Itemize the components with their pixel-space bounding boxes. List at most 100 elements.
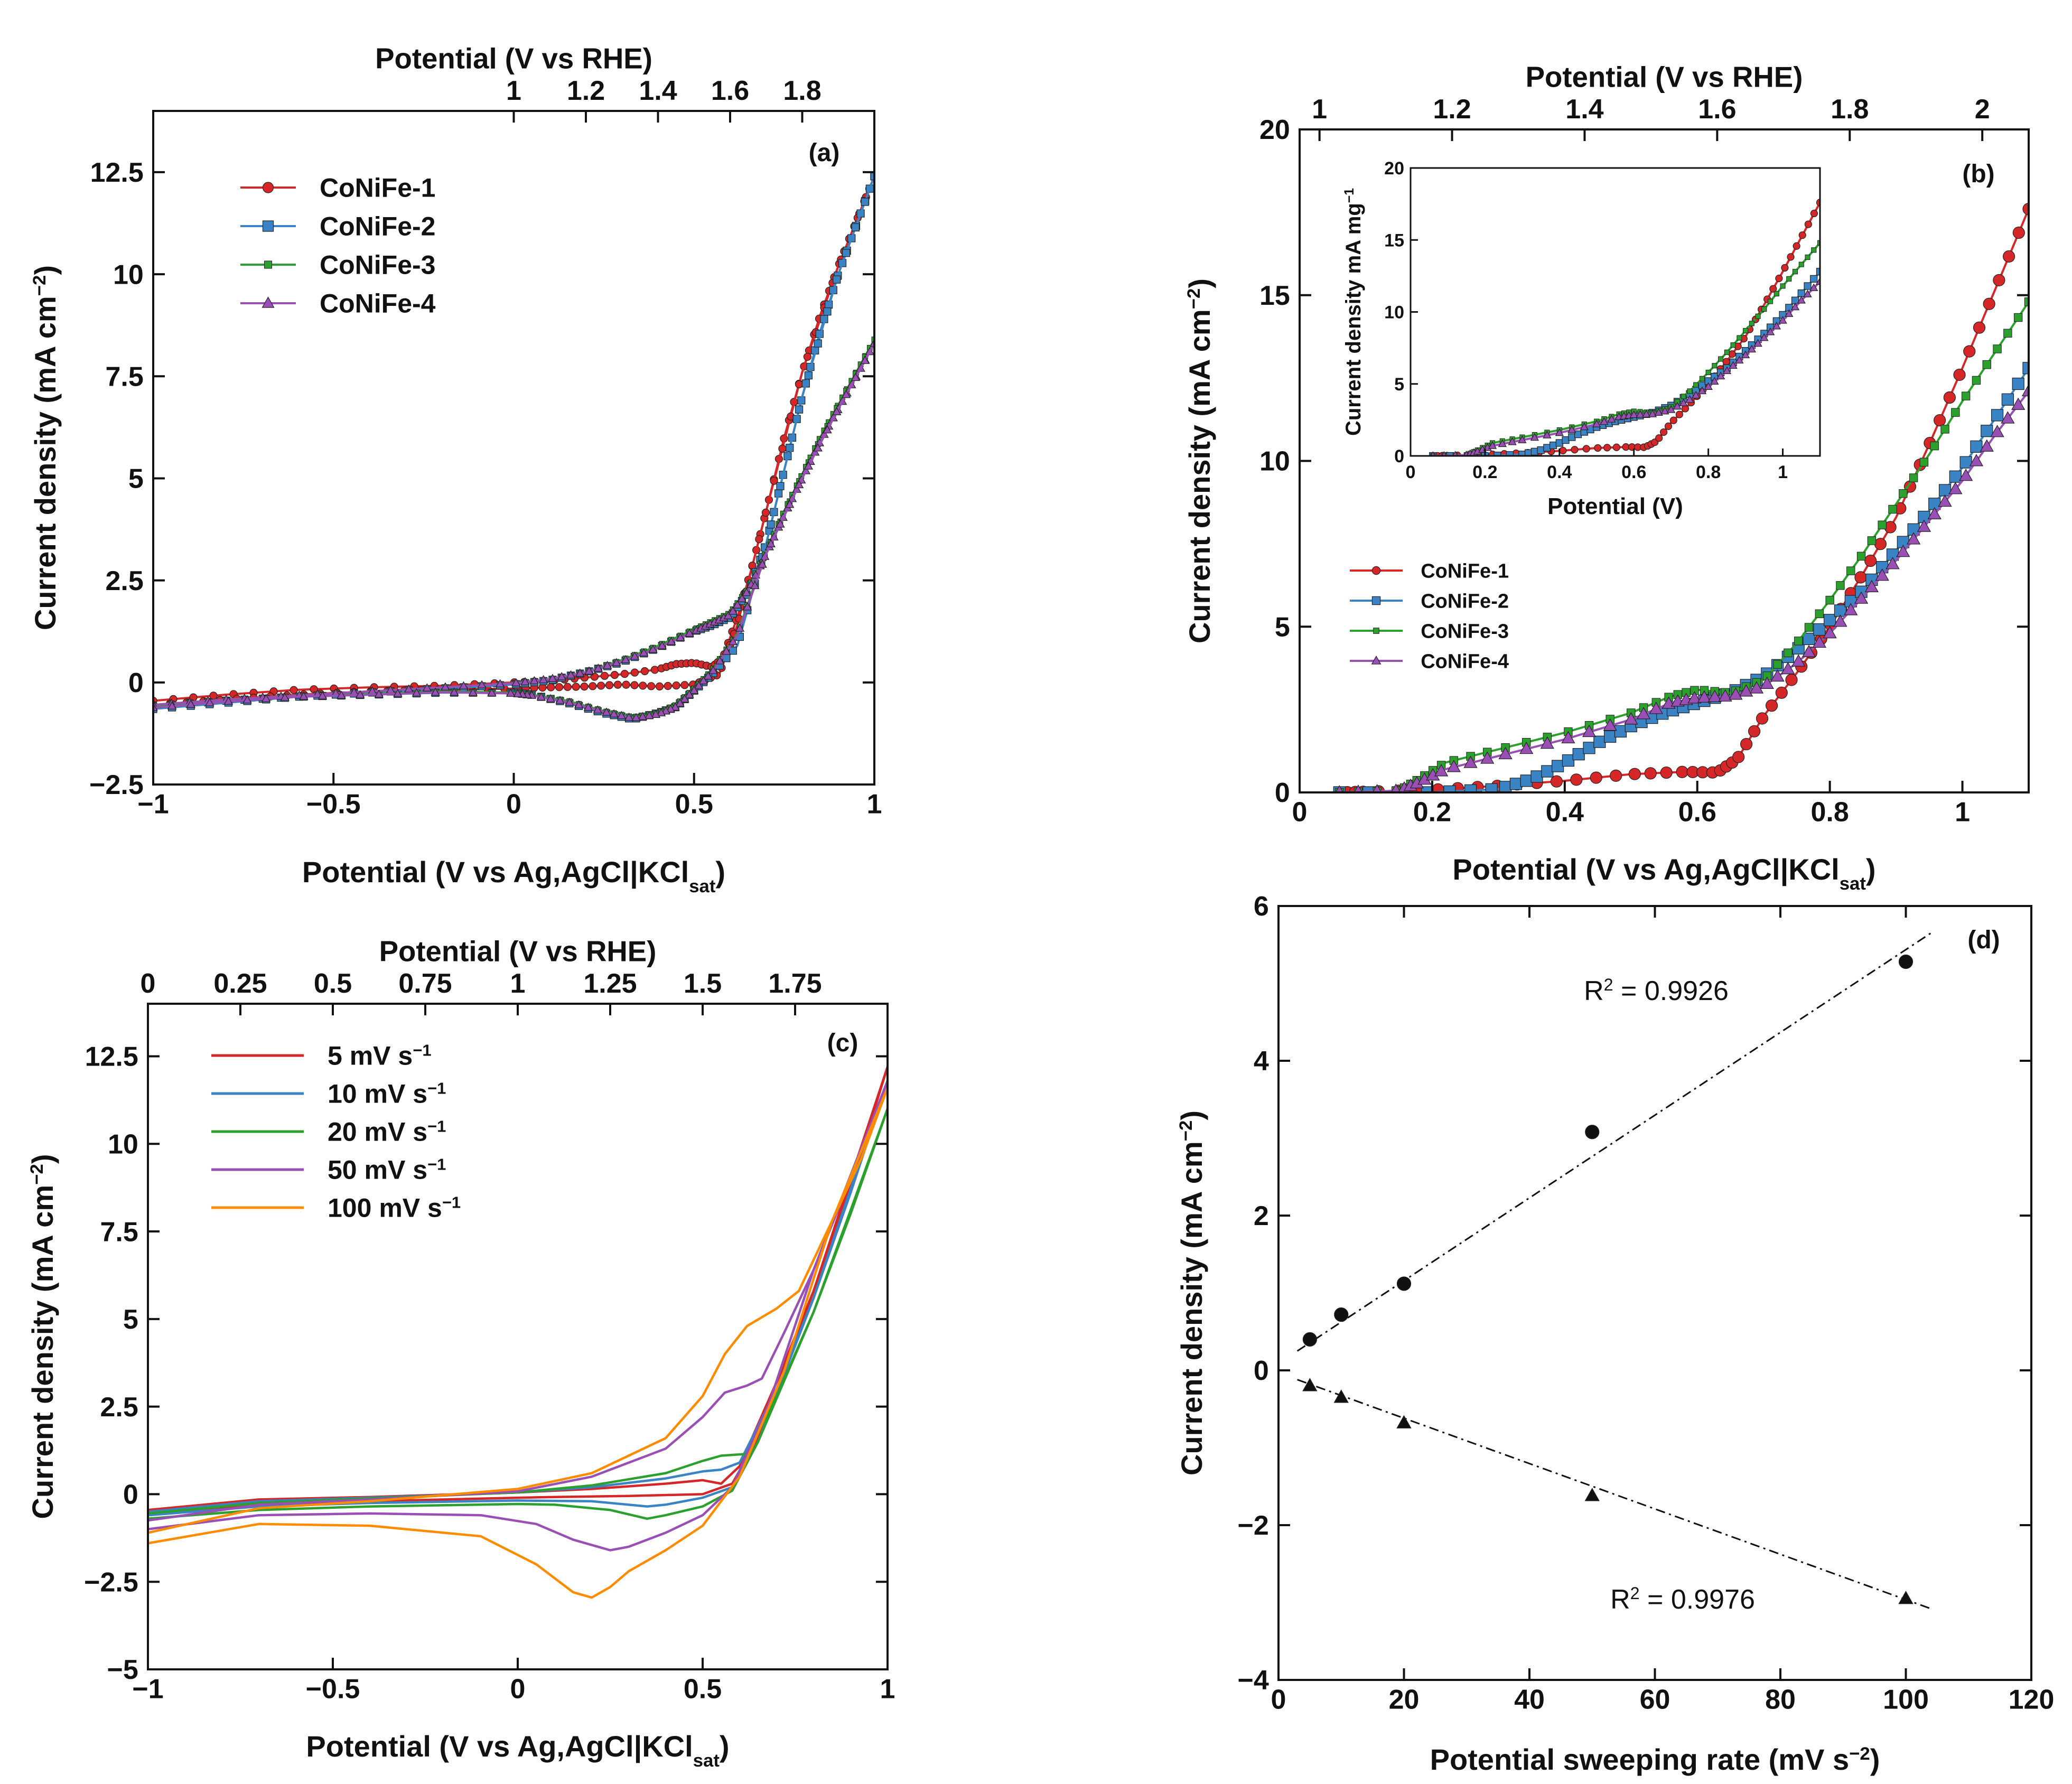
y-tick-label: −2.5 xyxy=(89,770,144,800)
series-CoNiFe-4-forward-marker xyxy=(520,677,530,686)
top-x-tick-label: 1.2 xyxy=(567,76,605,106)
x-tick-label: 0 xyxy=(506,789,521,820)
inset-series-CoNiFe-3-marker xyxy=(1761,306,1767,312)
top-x-tick-label: 1.4 xyxy=(639,76,677,106)
y-tick-label: 10 xyxy=(108,1129,138,1160)
series-CoNiFe-4-marker xyxy=(1687,691,1702,704)
series-CoNiFe-4-reverse-marker xyxy=(624,712,634,721)
series-CoNiFe-2-marker xyxy=(1824,614,1836,627)
inset-series-CoNiFe-1-marker xyxy=(1559,446,1567,455)
series-CoNiFe-4-forward-marker xyxy=(657,641,667,649)
series-CoNiFe-4-marker xyxy=(1969,454,1984,466)
x-axis-title: Potential (V vs Ag,AgCl|KClsat) xyxy=(1452,853,1875,894)
text-part: −2 xyxy=(1176,1120,1196,1142)
series-CoNiFe-1-marker xyxy=(1644,767,1657,780)
series-CoNiFe-4-marker xyxy=(1707,689,1722,702)
inset-series-CoNiFe-3-marker xyxy=(1755,313,1761,319)
series-CoNiFe-4-reverse-marker xyxy=(167,701,177,709)
series-CoNiFe-1-marker xyxy=(1943,391,1956,404)
series-CoNiFe-3-marker xyxy=(1773,660,1782,669)
inset-series-CoNiFe-4-marker xyxy=(1452,451,1458,456)
series-CoNiFe-4-marker xyxy=(1463,755,1478,768)
inset-series-CoNiFe-4-marker xyxy=(1679,398,1688,406)
inset-series-CoNiFe-1-marker xyxy=(1594,444,1602,452)
series-CoNiFe-1-reverse-marker xyxy=(605,681,614,689)
series-CoNiFe-4-reverse-marker xyxy=(617,711,627,720)
series-CoNiFe-4-forward-marker xyxy=(630,651,640,660)
series-CoNiFe-2-marker xyxy=(2001,393,2014,406)
inset-series-CoNiFe-4-marker xyxy=(1722,366,1732,375)
r2-cathodic: R2 = 0.9976 xyxy=(1610,1584,1755,1615)
series-CoNiFe-4-marker xyxy=(1582,724,1597,737)
series-CoNiFe-1-reverse-marker xyxy=(680,681,689,689)
series-CoNiFe-3-marker xyxy=(1888,505,1897,514)
series-CoNiFe-4-reverse-marker xyxy=(186,699,195,708)
legend-label: CoNiFe-3 xyxy=(320,250,435,280)
series-5 mV s-forward xyxy=(148,1066,888,1511)
x-tick-label: 120 xyxy=(2009,1685,2055,1715)
text-part: CoNiFe-3 xyxy=(1421,620,1509,642)
legend-label: 5 mV s−1 xyxy=(328,1041,432,1071)
series-CoNiFe-2-marker xyxy=(1959,456,1972,469)
series-CoNiFe-4-marker xyxy=(1875,568,1889,581)
series-CoNiFe-4-forward-marker xyxy=(666,637,676,645)
series-CoNiFe-3-marker xyxy=(2024,297,2029,306)
series-CoNiFe-2-marker xyxy=(1593,735,1606,748)
top-x-tick-label: 2 xyxy=(1975,94,1990,125)
series-10 mV s-forward xyxy=(148,1080,888,1513)
series-CoNiFe-2-reverse-marker xyxy=(795,405,804,414)
text-part: 20 mV s xyxy=(328,1117,427,1147)
series-CoNiFe-4-forward-marker xyxy=(612,658,621,667)
series-CoNiFe-4-marker xyxy=(1498,746,1513,760)
inset-series-CoNiFe-2-marker xyxy=(1816,268,1820,276)
series-CoNiFe-1-reverse-marker xyxy=(597,681,605,690)
series-CoNiFe-3-marker xyxy=(1836,581,1845,590)
series-CoNiFe-1-reverse-marker xyxy=(589,682,597,690)
series-CoNiFe-4-forward-marker xyxy=(566,670,576,679)
x-axis-title: Potential sweeping rate (mV s−2) xyxy=(1430,1743,1880,1776)
legend-label: CoNiFe-3 xyxy=(1421,620,1509,642)
series-CoNiFe-3-marker xyxy=(1815,609,1824,619)
x-tick-label: 60 xyxy=(1640,1685,1670,1715)
inset-x-tick-label: 0.8 xyxy=(1696,462,1721,482)
x-tick-label: 0.6 xyxy=(1678,797,1716,828)
legend-label: 20 mV s−1 xyxy=(328,1117,446,1147)
inset-series-CoNiFe-2-marker xyxy=(1804,282,1812,290)
series-CoNiFe-1-reverse-marker xyxy=(755,535,763,544)
series-CoNiFe-4-forward-marker xyxy=(404,684,414,693)
plot-frame xyxy=(1277,905,2032,1681)
inset-series-CoNiFe-1-marker xyxy=(1655,434,1663,442)
series-CoNiFe-1-marker xyxy=(1660,766,1673,779)
series-CoNiFe-4-reverse-marker xyxy=(715,656,725,665)
y-tick-label: 0 xyxy=(123,1480,138,1510)
series-CoNiFe-2-marker xyxy=(2022,362,2029,375)
inset-series-CoNiFe-4-marker xyxy=(1753,339,1762,347)
inset-series-CoNiFe-2-marker xyxy=(1537,446,1545,454)
text-part: −1 xyxy=(427,1155,446,1173)
panel-label: (c) xyxy=(827,1029,858,1057)
inset-series-CoNiFe-4-marker xyxy=(1592,419,1601,427)
inset-series-CoNiFe-4-marker xyxy=(1766,327,1775,335)
point-anodic xyxy=(1585,1125,1600,1139)
inset-x-axis-title: Potential (V) xyxy=(1547,493,1683,519)
y-tick-label: −2 xyxy=(1238,1510,1269,1541)
inset-series-CoNiFe-4-marker xyxy=(1667,405,1676,413)
y-tick-label: −5 xyxy=(107,1655,138,1685)
inset-series-CoNiFe-2-marker xyxy=(1562,436,1570,444)
panel-c: −1 −0.5 0 0.5 1 −5 −2.5 0 2.5 5 7.5 10 12.5 0 0.25 0.5 0… xyxy=(26,935,895,1771)
series-CoNiFe-3-marker xyxy=(1867,536,1877,545)
series-CoNiFe-2-marker xyxy=(1499,781,1512,792)
series-CoNiFe-4-reverse-marker xyxy=(318,691,328,699)
inset-series-CoNiFe-4-marker xyxy=(1629,410,1638,418)
series-CoNiFe-1-marker xyxy=(1973,321,1986,334)
inset-series-CoNiFe-3-marker xyxy=(1693,382,1699,388)
x-tick-label: 0.2 xyxy=(1413,797,1451,828)
series-CoNiFe-4-forward-marker xyxy=(593,664,603,672)
series-CoNiFe-3-marker xyxy=(1993,344,2002,353)
series-CoNiFe-4-forward-marker xyxy=(648,645,658,653)
inset-series-CoNiFe-3-marker xyxy=(1749,321,1754,326)
inset-series-CoNiFe-1-marker xyxy=(1664,422,1673,430)
text-part: 10 mV s xyxy=(328,1079,427,1109)
y-tick-label: 0 xyxy=(1254,1356,1269,1386)
series-CoNiFe-4-reverse-marker xyxy=(728,637,738,646)
